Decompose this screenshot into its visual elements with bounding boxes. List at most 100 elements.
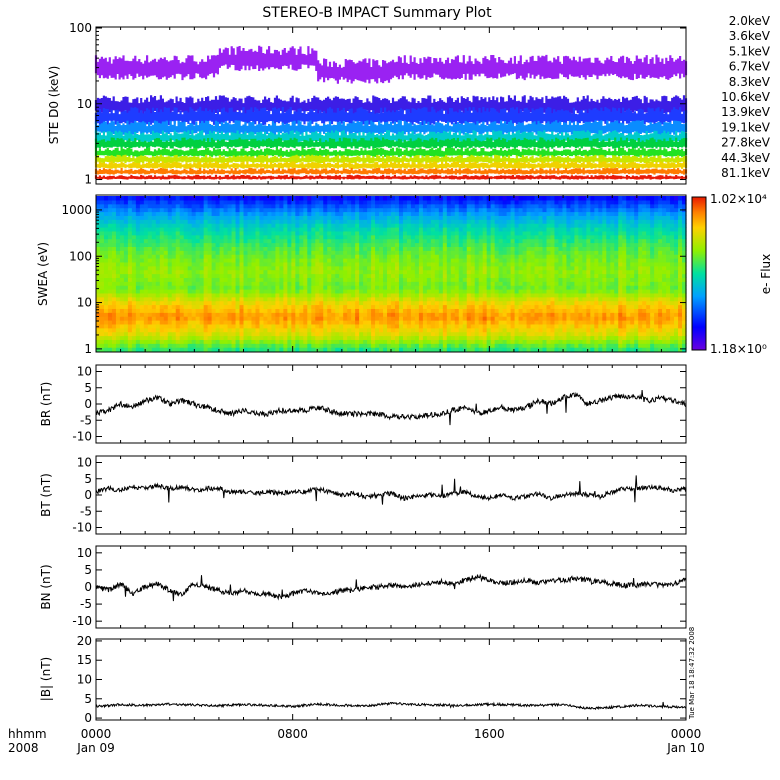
- spectrogram-cell: [402, 347, 408, 352]
- spectrogram-cell: [534, 308, 540, 313]
- spectrogram-cell: [530, 331, 536, 337]
- spectrogram-cell: [327, 223, 332, 228]
- spectrogram-cell: [351, 250, 356, 255]
- spectrogram-cell: [359, 269, 364, 275]
- spectrogram-cell: [231, 296, 237, 302]
- spectrogram-cell: [243, 230, 249, 236]
- spectrogram-cell: [259, 242, 265, 247]
- spectrogram-cell: [335, 273, 340, 278]
- spectrogram-cell: [522, 230, 528, 236]
- spectrogram-cell: [339, 323, 344, 329]
- spectrogram-cell: [215, 277, 221, 282]
- spectrogram-cell: [235, 304, 241, 309]
- spectrogram-cell: [179, 312, 185, 317]
- spectrogram-cell: [267, 265, 273, 271]
- spectrogram-cell: [502, 296, 508, 302]
- spectrogram-cell: [223, 347, 229, 352]
- spectrogram-cell: [307, 273, 312, 278]
- spectrogram-cell: [171, 312, 177, 317]
- spectrogram-cell: [578, 292, 583, 298]
- spectrogram-cell: [199, 246, 205, 251]
- spectrogram-cell: [594, 320, 599, 325]
- spectrogram-cell: [406, 300, 412, 306]
- spectrogram-cell: [438, 304, 444, 309]
- spectrogram-cell: [510, 273, 516, 278]
- spectrogram-cell: [558, 273, 564, 278]
- spectrogram-cell: [391, 273, 396, 278]
- spectrogram-cell: [175, 223, 181, 228]
- spectrogram-cell: [558, 312, 564, 317]
- spectrogram-cell: [526, 335, 532, 340]
- spectrogram-cell: [634, 327, 639, 333]
- spectrogram-cell: [602, 323, 607, 329]
- spectrogram-cell: [642, 323, 647, 329]
- spectrogram-cell: [199, 269, 205, 275]
- spectrogram-cell: [498, 347, 504, 352]
- spectrogram-cell: [227, 269, 233, 275]
- spectrogram-cell: [263, 289, 269, 294]
- spectrogram-cell: [682, 265, 687, 271]
- spectrogram-cell: [422, 316, 428, 321]
- spectrogram-cell: [630, 343, 635, 348]
- spectrogram-cell: [618, 300, 623, 306]
- spectrogram-cell: [247, 331, 253, 337]
- spectrogram-cell: [143, 254, 149, 259]
- spectrogram-cell: [654, 238, 659, 244]
- spectrogram-cell: [442, 316, 448, 321]
- spectrogram-cell: [586, 312, 591, 317]
- spectrogram-cell: [406, 312, 412, 317]
- spectrogram-cell: [554, 242, 560, 247]
- spectrogram-cell: [327, 273, 332, 278]
- spectrogram-cell: [470, 285, 476, 290]
- spectrogram-cell: [622, 292, 627, 298]
- spectrogram-cell: [107, 219, 113, 224]
- spectrogram-cell: [662, 246, 667, 251]
- spectrogram-cell: [147, 312, 153, 317]
- spectrogram-cell: [335, 269, 340, 275]
- spectrogram-cell: [375, 265, 380, 271]
- spectrogram-cell: [96, 258, 101, 263]
- spectrogram-cell: [610, 289, 615, 294]
- spectrogram-cell: [586, 242, 591, 247]
- spectrogram-cell: [494, 234, 500, 240]
- spectrogram-cell: [462, 223, 468, 228]
- spectrogram-cell: [171, 327, 177, 333]
- spectrogram-cell: [283, 323, 288, 329]
- spectrogram-cell: [187, 261, 193, 267]
- spectrogram-cell: [351, 292, 356, 298]
- spectrogram-cell: [458, 320, 464, 325]
- spectrogram-cell: [335, 304, 340, 309]
- spectrogram-cell: [291, 273, 296, 278]
- spectrogram-cell: [622, 296, 627, 302]
- spectrogram-cell: [171, 316, 177, 321]
- spectrogram-cell: [458, 323, 464, 329]
- spectrogram-cell: [327, 285, 332, 290]
- spectrogram-cell: [494, 327, 500, 333]
- spectrogram-cell: [159, 261, 165, 267]
- spectrogram-cell: [307, 250, 312, 255]
- spectrogram-cell: [283, 316, 288, 321]
- spectrogram-cell: [111, 230, 117, 236]
- spectrogram-cell: [331, 269, 336, 275]
- spectrogram-cell: [394, 289, 400, 294]
- spectrogram-cell: [518, 265, 524, 271]
- spectrogram-cell: [514, 242, 520, 247]
- spectrogram-cell: [223, 289, 229, 294]
- spectrogram-cell: [279, 258, 284, 263]
- spectrogram-cell: [622, 327, 627, 333]
- spectrogram-cell: [115, 281, 121, 286]
- spectrogram-cell: [211, 296, 217, 302]
- spectrogram-cell: [303, 339, 308, 344]
- spectrogram-cell: [462, 300, 468, 306]
- spectrogram-cell: [219, 308, 225, 313]
- spectrogram-cell: [634, 320, 639, 325]
- spectrogram-cell: [514, 234, 520, 240]
- spectrogram-cell: [363, 277, 368, 282]
- spectrogram-cell: [139, 238, 145, 244]
- spectrogram-cell: [175, 254, 181, 259]
- spectrogram-cell: [315, 292, 320, 298]
- spectrogram-cell: [259, 296, 265, 302]
- spectrogram-cell: [343, 320, 348, 325]
- spectrogram-cell: [450, 238, 456, 244]
- spectrogram-cell: [670, 304, 675, 309]
